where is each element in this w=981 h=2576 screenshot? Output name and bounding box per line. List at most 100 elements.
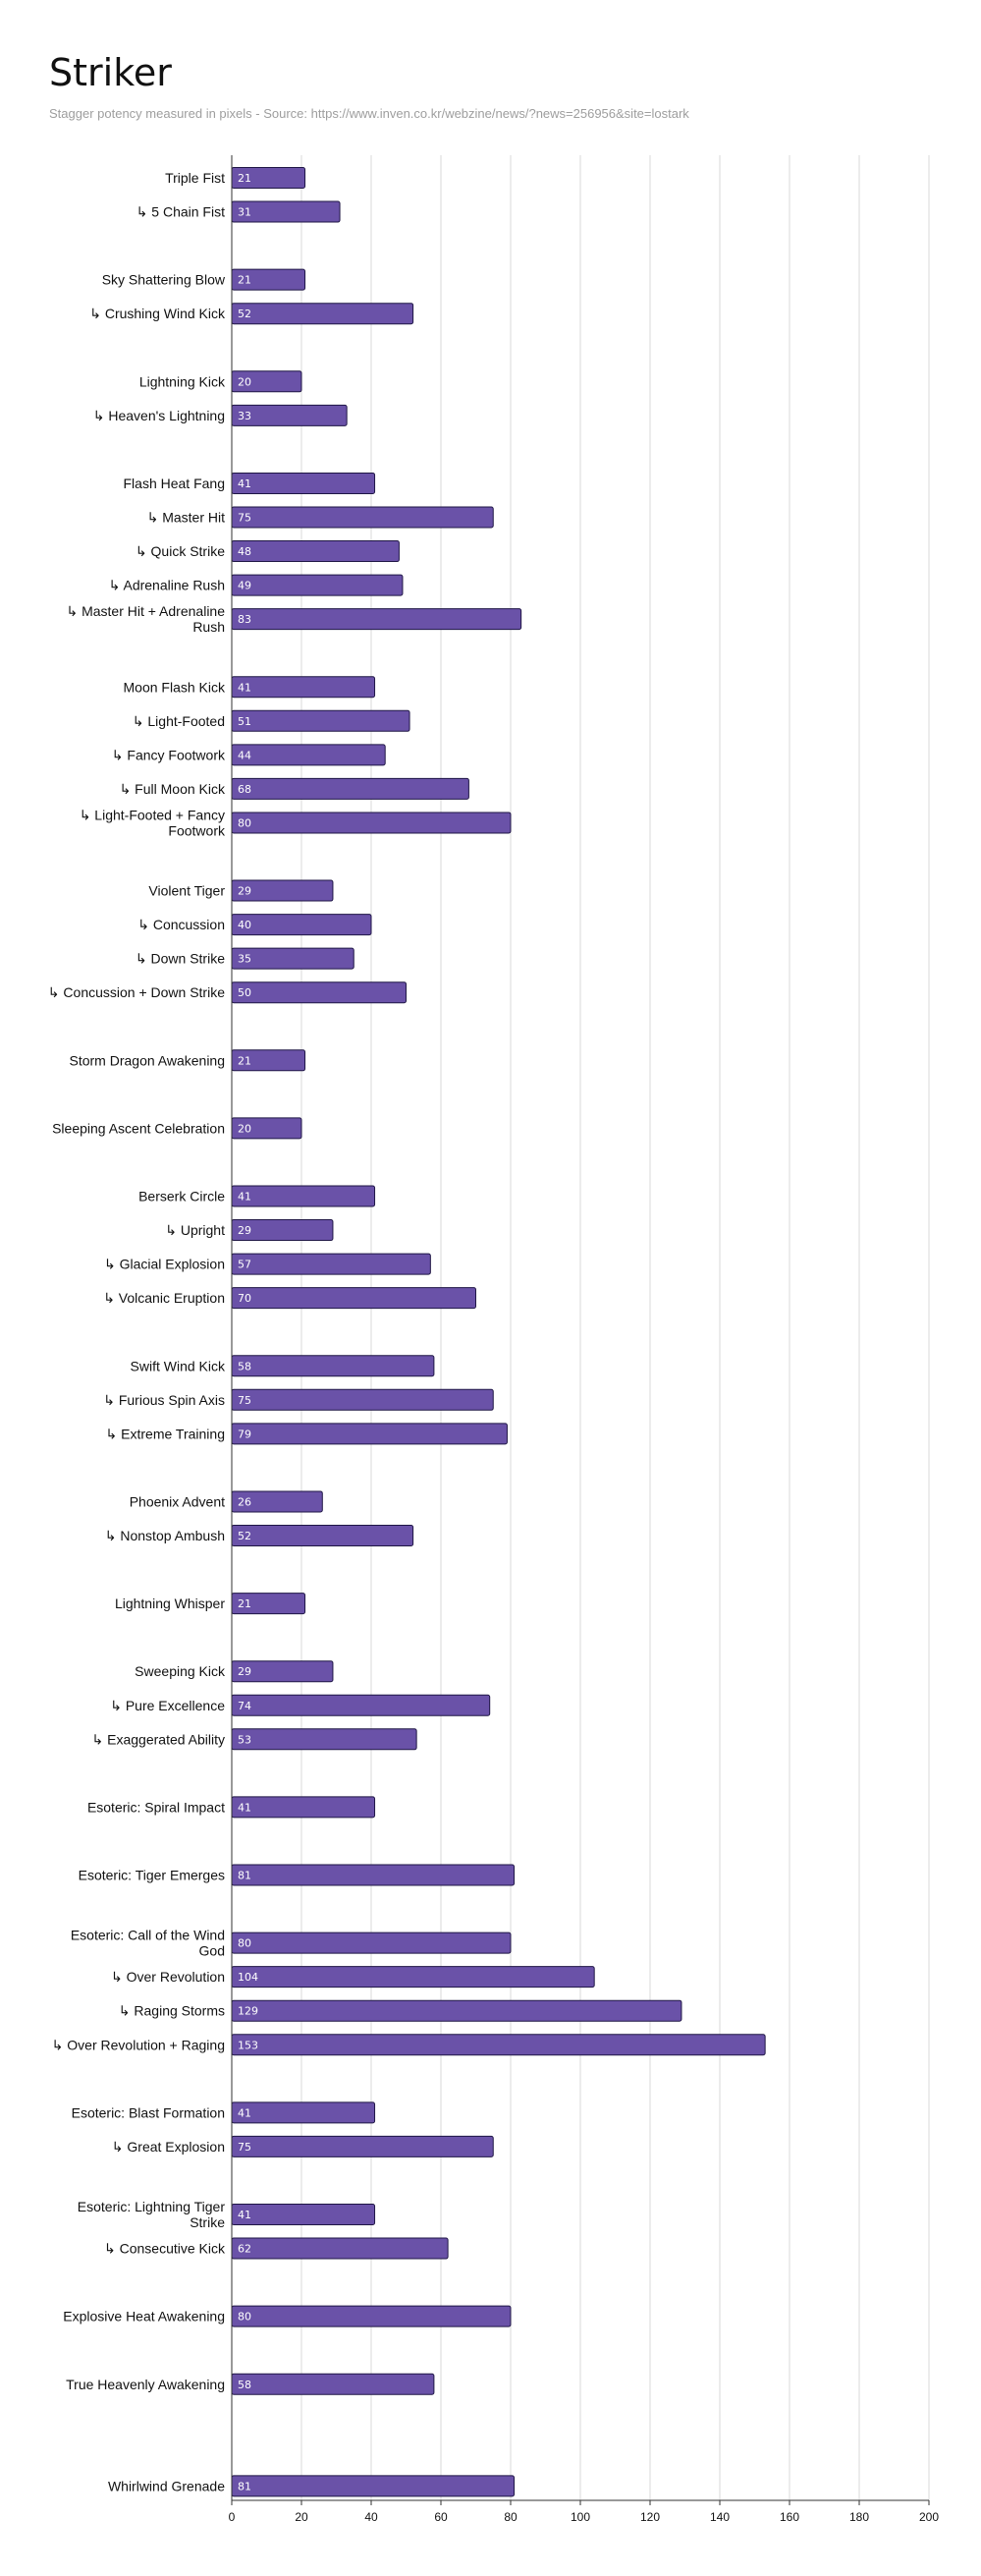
data-label: 41 bbox=[238, 1801, 251, 1814]
bars: 21 31 21 52 20 33 41 75 48 49 83 41 51 44 68 80 29 40 35 50… bbox=[231, 167, 766, 2497]
category-label: Flash Heat Fang bbox=[124, 476, 226, 491]
data-label: 52 bbox=[238, 1530, 251, 1542]
x-tick-label: 80 bbox=[504, 2510, 518, 2524]
bar bbox=[231, 1694, 491, 1716]
data-label: 68 bbox=[238, 783, 251, 796]
x-tick-label: 0 bbox=[229, 2510, 236, 2524]
category-label: ↳ Great Explosion bbox=[112, 2139, 225, 2155]
data-label: 33 bbox=[238, 410, 251, 422]
category-label: ↳ Concussion + Down Strike bbox=[48, 984, 225, 1000]
data-label: 104 bbox=[238, 1971, 258, 1984]
data-label: 41 bbox=[238, 1191, 251, 1204]
data-label: 75 bbox=[238, 512, 251, 525]
data-label: 50 bbox=[238, 986, 251, 999]
data-label: 31 bbox=[238, 206, 251, 219]
category-label: ↳ Concussion bbox=[137, 917, 225, 932]
category-label: Esoteric: Spiral Impact bbox=[87, 1799, 225, 1815]
category-labels: Triple Fist ↳ 5 Chain Fist Sky Shattering … bbox=[48, 170, 226, 2493]
x-tick-label: 40 bbox=[364, 2510, 378, 2524]
category-label: ↳ Quick Strike bbox=[136, 543, 225, 559]
bar bbox=[231, 1999, 682, 2022]
bar bbox=[231, 1388, 494, 1411]
category-label: ↳ Over Revolution bbox=[111, 1969, 225, 1985]
category-label: ↳ Master Hit + Adrenaline Rush bbox=[66, 603, 225, 635]
bar bbox=[231, 744, 386, 766]
data-label: 80 bbox=[238, 816, 251, 829]
category-label: ↳ Adrenaline Rush bbox=[109, 578, 225, 593]
x-tick-label: 120 bbox=[640, 2510, 660, 2524]
bar bbox=[231, 812, 512, 834]
category-label: ↳ Volcanic Eruption bbox=[103, 1290, 225, 1306]
data-label: 80 bbox=[238, 1937, 251, 1950]
bar bbox=[231, 2034, 766, 2056]
category-label: Lightning Whisper bbox=[115, 1596, 225, 1611]
category-label: Esoteric: Tiger Emerges bbox=[79, 1868, 225, 1883]
category-label: ↳ Fancy Footwork bbox=[112, 747, 226, 762]
category-label: Violent Tiger bbox=[148, 883, 225, 899]
data-label: 79 bbox=[238, 1428, 251, 1440]
data-label: 21 bbox=[238, 172, 251, 185]
category-label: ↳ Light-Footed + Fancy Footwork bbox=[80, 807, 226, 838]
bar bbox=[231, 2373, 435, 2395]
category-label: ↳ Down Strike bbox=[136, 951, 225, 967]
bar bbox=[231, 1728, 417, 1751]
category-label: ↳ Master Hit bbox=[147, 510, 226, 526]
data-label: 26 bbox=[238, 1495, 251, 1508]
bar bbox=[231, 709, 410, 732]
category-label: ↳ Extreme Training bbox=[106, 1426, 225, 1441]
category-label: ↳ Full Moon Kick bbox=[120, 781, 226, 797]
category-label: True Heavenly Awakening bbox=[66, 2377, 225, 2392]
category-label: ↳ Crushing Wind Kick bbox=[89, 306, 226, 321]
bar bbox=[231, 2475, 516, 2497]
chart-subtitle: Stagger potency measured in pixels - Sou… bbox=[49, 106, 689, 121]
data-label: 62 bbox=[238, 2243, 251, 2256]
bar bbox=[231, 472, 376, 494]
data-label: 48 bbox=[238, 545, 251, 558]
bar bbox=[231, 676, 376, 699]
data-label: 53 bbox=[238, 1733, 251, 1746]
data-label: 70 bbox=[238, 1292, 251, 1305]
category-label: Sky Shattering Blow bbox=[102, 272, 226, 288]
data-label: 51 bbox=[238, 715, 251, 728]
category-label: Lightning Kick bbox=[139, 373, 226, 389]
category-label: ↳ Light-Footed bbox=[133, 713, 225, 729]
x-tick-label: 180 bbox=[849, 2510, 869, 2524]
data-label: 41 bbox=[238, 477, 251, 490]
data-label: 57 bbox=[238, 1259, 251, 1271]
category-label: ↳ Over Revolution + Raging bbox=[52, 2037, 225, 2052]
category-label: Phoenix Advent bbox=[130, 1493, 225, 1509]
category-label: Swift Wind Kick bbox=[131, 1358, 226, 1373]
bar bbox=[231, 1796, 376, 1819]
data-label: 52 bbox=[238, 308, 251, 320]
data-label: 29 bbox=[238, 885, 251, 898]
bar bbox=[231, 777, 469, 800]
data-label: 21 bbox=[238, 274, 251, 287]
category-label: ↳ Raging Storms bbox=[119, 2003, 225, 2019]
category-label: Sweeping Kick bbox=[135, 1663, 226, 1679]
category-label: Triple Fist bbox=[165, 170, 225, 186]
bar bbox=[231, 1864, 516, 1886]
data-label: 41 bbox=[238, 2106, 251, 2119]
data-label: 83 bbox=[238, 613, 251, 626]
x-tick-label: 20 bbox=[295, 2510, 308, 2524]
data-label: 75 bbox=[238, 1394, 251, 1407]
category-label: ↳ Exaggerated Ability bbox=[92, 1731, 225, 1747]
data-label: 41 bbox=[238, 2209, 251, 2221]
category-label: Moon Flash Kick bbox=[124, 679, 226, 695]
bar bbox=[231, 1525, 414, 1546]
bar bbox=[231, 303, 414, 325]
data-label: 35 bbox=[238, 953, 251, 966]
data-label: 129 bbox=[238, 2005, 258, 2018]
category-label: ↳ Consecutive Kick bbox=[104, 2241, 226, 2257]
data-label: 40 bbox=[238, 919, 251, 931]
bar bbox=[231, 2204, 376, 2225]
x-tick-label: 200 bbox=[919, 2510, 939, 2524]
category-label: ↳ Nonstop Ambush bbox=[105, 1528, 225, 1543]
data-label: 75 bbox=[238, 2141, 251, 2154]
category-label: Esoteric: Blast Formation bbox=[72, 2104, 225, 2120]
data-label: 41 bbox=[238, 681, 251, 694]
data-label: 20 bbox=[238, 375, 251, 388]
axes: 0 20 40 60 80 100 120 140 160 180 200 bbox=[229, 155, 939, 2524]
category-label: ↳ Furious Spin Axis bbox=[103, 1392, 225, 1408]
x-tick-label: 60 bbox=[434, 2510, 448, 2524]
